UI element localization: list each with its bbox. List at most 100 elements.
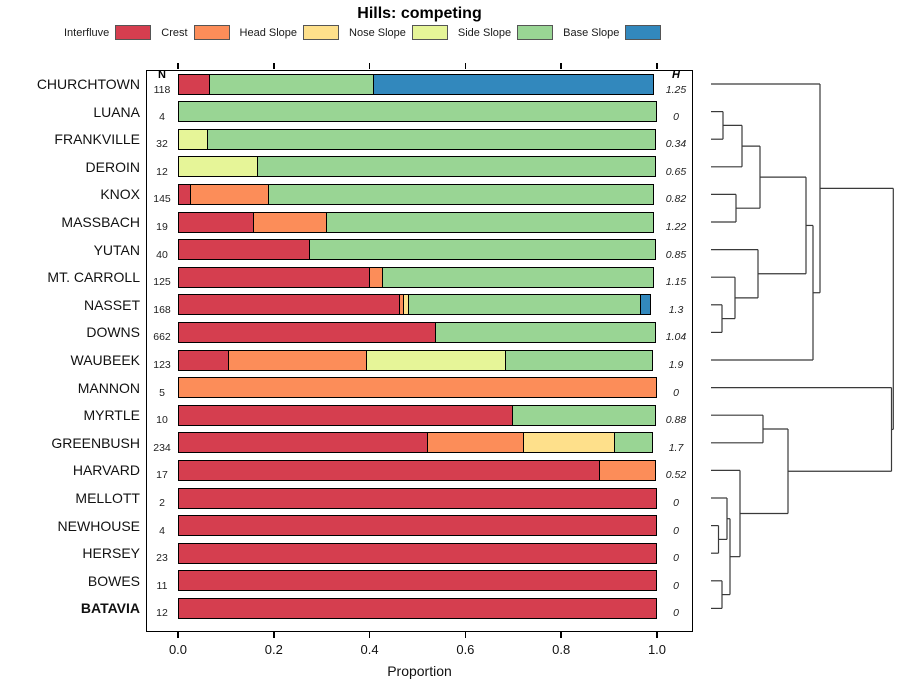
stacked-bar [178, 349, 653, 371]
plot-box [146, 70, 693, 632]
bar-segment-interfluve [178, 239, 310, 261]
row-n-value: 123 [153, 359, 171, 371]
tick-top [368, 63, 371, 69]
x-tick-label: 1.0 [647, 642, 667, 657]
row-h-value: 0 [673, 110, 679, 123]
row-h-value: 0 [673, 386, 679, 399]
row-label: MASSBACH [61, 214, 140, 230]
bar-segment-nose [366, 349, 506, 371]
stacked-bar [178, 156, 656, 178]
tick-bottom [560, 632, 562, 638]
bar-segment-interfluve [178, 515, 657, 537]
row-n-value: 125 [153, 276, 171, 289]
bar-segment-side [511, 404, 656, 426]
bar-segment-side [178, 101, 657, 123]
legend-label: Base Slope [563, 26, 620, 39]
bar-segment-nose [178, 128, 208, 150]
stacked-bar [178, 321, 656, 343]
stacked-bar [178, 183, 654, 205]
bar-segment-side [256, 156, 656, 178]
row-n-value: 145 [153, 193, 171, 206]
row-h-value: 1.3 [668, 303, 684, 316]
row-h-value: 1.7 [668, 441, 684, 454]
x-tick-label: 0.4 [360, 642, 379, 657]
bar-segment-crest [189, 183, 270, 205]
legend-item-base: Base Slope [563, 25, 662, 40]
row-h-value: 1.25 [665, 84, 687, 96]
row-h-value: 0.52 [665, 469, 687, 482]
bar-segment-side [382, 266, 654, 288]
stacked-bar [178, 597, 657, 619]
row-n-value: 19 [156, 221, 168, 233]
stacked-bar [178, 542, 657, 564]
tick-bottom [368, 632, 371, 638]
bar-segment-side [208, 73, 375, 95]
row-h-value: 0 [673, 552, 679, 565]
row-n-value: 234 [153, 441, 171, 454]
bar-segment-interfluve [178, 294, 400, 316]
stacked-bar [178, 404, 656, 426]
bar-segment-head [523, 432, 615, 454]
bar-segment-side [407, 294, 642, 316]
row-n-value: 40 [156, 248, 168, 261]
row-label: WAUBEEK [70, 352, 141, 368]
h-column-header: H [672, 69, 680, 81]
tick-top [656, 63, 658, 69]
stacked-bar [178, 239, 656, 261]
tick-top [560, 63, 562, 69]
x-tick-label: 0.0 [168, 642, 188, 657]
stacked-bar [178, 432, 653, 454]
bar-segment-nose [178, 156, 258, 178]
row-label: NASSET [83, 296, 140, 313]
row-h-value: 1.15 [665, 276, 687, 289]
bar-segment-interfluve [178, 487, 657, 509]
bar-segment-crest [252, 211, 328, 233]
bar-segment-interfluve [178, 570, 657, 592]
row-label: MT. CARROLL [47, 269, 140, 286]
row-n-value: 12 [156, 607, 168, 620]
row-n-value: 32 [156, 138, 168, 151]
row-label: MYRTLE [83, 407, 140, 424]
row-h-value: 0 [673, 607, 679, 620]
stacked-bar [178, 73, 654, 95]
row-h-value: 0 [673, 497, 679, 509]
legend-swatch-side [517, 25, 554, 40]
row-n-value: 118 [153, 84, 171, 96]
row-n-value: 23 [156, 552, 168, 565]
legend-swatch-nose [411, 25, 448, 40]
row-h-value: 0.82 [665, 193, 687, 206]
bar-segment-interfluve [178, 321, 436, 343]
bar-segment-side [504, 349, 653, 371]
row-n-value: 11 [156, 579, 168, 592]
row-label: BATAVIA [80, 600, 140, 617]
row-h-value: 0 [673, 579, 679, 592]
bar-segment-side [206, 128, 656, 150]
row-label: LUANA [93, 103, 140, 120]
legend-label: Side Slope [457, 26, 512, 39]
tick-top [177, 63, 179, 69]
row-label: KNOX [100, 186, 140, 203]
legend-item-side: Side Slope [457, 25, 554, 40]
row-n-value: 17 [156, 469, 168, 482]
stacked-bar [178, 570, 657, 592]
legend-swatch-crest [193, 25, 230, 40]
row-label: GREENBUSH [51, 434, 140, 451]
row-label: DOWNS [86, 324, 140, 341]
bar-segment-crest [178, 377, 657, 399]
row-n-value: 4 [159, 524, 165, 537]
bar-segment-interfluve [178, 73, 210, 95]
legend-item-nose: Nose Slope [349, 25, 448, 40]
row-label: MELLOTT [75, 490, 140, 506]
row-label: HERSEY [82, 545, 140, 562]
row-h-value: 0.85 [665, 248, 687, 261]
x-tick-label: 0.8 [552, 642, 571, 657]
legend-label: Head Slope [239, 26, 298, 39]
tick-bottom [464, 632, 467, 638]
stacked-bar [178, 377, 657, 399]
bar-segment-interfluve [178, 597, 657, 619]
row-h-value: 1.04 [665, 331, 687, 344]
legend-swatch-head [303, 25, 340, 40]
bar-segment-interfluve [178, 432, 428, 454]
bar-segment-crest [598, 459, 656, 481]
